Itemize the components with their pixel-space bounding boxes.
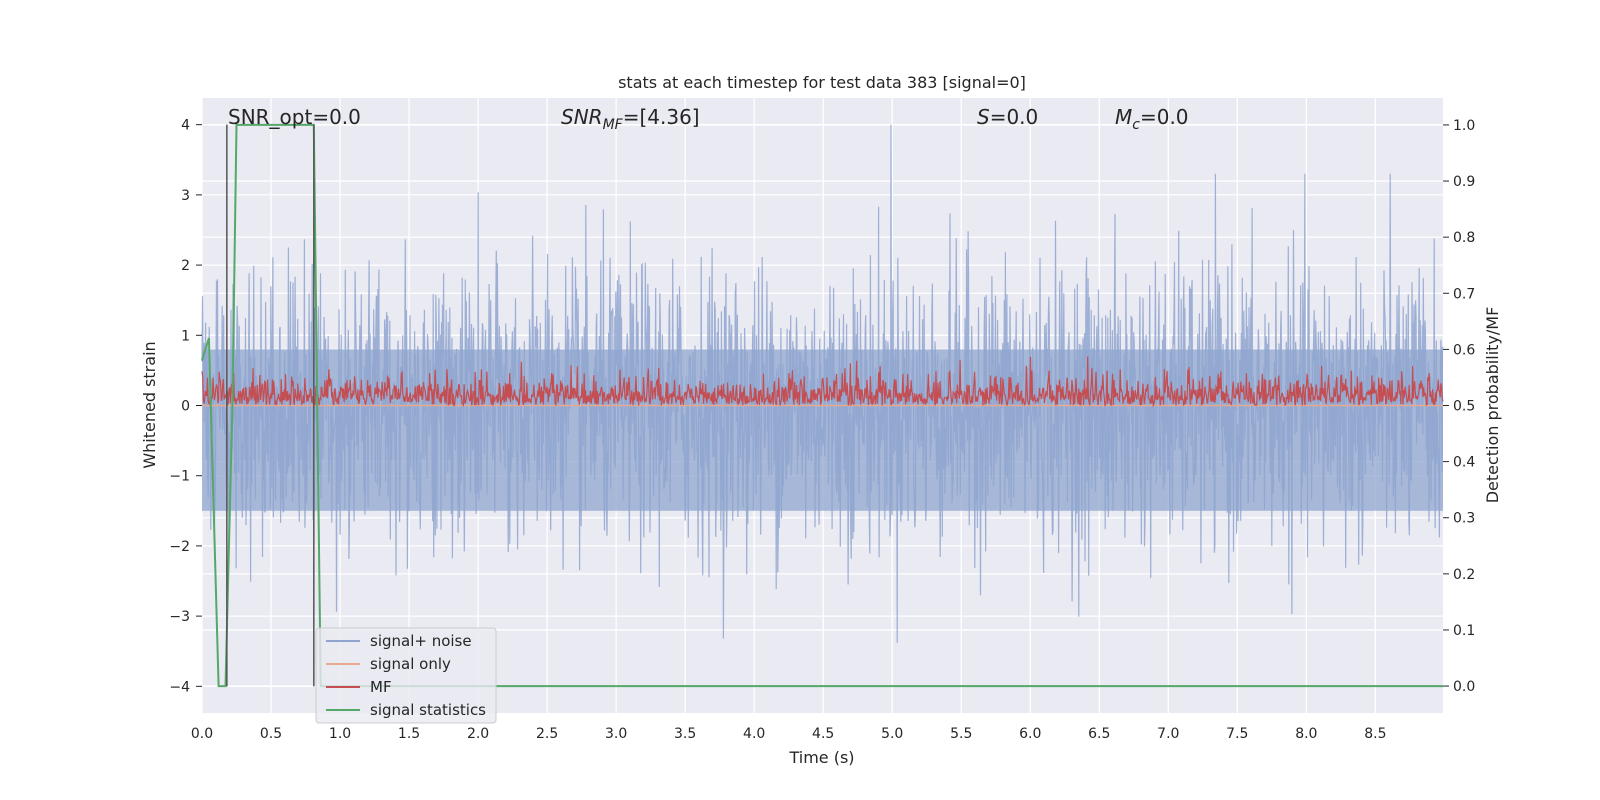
y-tick-label-right: 0.9	[1453, 174, 1475, 190]
x-tick-label: 1.0	[329, 726, 351, 742]
y-axis-label-left: Whitened strain	[140, 341, 159, 468]
annotation-mc: Mc=0.0	[1115, 105, 1189, 133]
y-tick-label-left: 3	[181, 188, 190, 204]
y-tick-label-right: 0.5	[1453, 399, 1475, 415]
legend-label-mf: MF	[370, 678, 392, 696]
series-signal-statistics	[201, 123, 1443, 688]
y-axis-label-right: Detection probability/MF	[1483, 307, 1502, 504]
x-tick-label: 3.0	[605, 726, 627, 742]
y-tick-label-right: 1.0	[1453, 118, 1475, 134]
x-tick-label: 7.0	[1157, 726, 1179, 742]
x-tick-label: 8.5	[1364, 726, 1386, 742]
y-tick-label-right: 0.0	[1453, 679, 1475, 695]
y-tick-label-right: 0.7	[1453, 286, 1475, 302]
y-tick-label-left: 0	[181, 399, 190, 415]
y-tick-label-right: 0.6	[1453, 342, 1475, 358]
y-ticks-right: 0.0 0.1 0.2 0.3 0.4 0.5 0.6 0.7 0.8 0.9 1.0	[1443, 118, 1475, 695]
y-tick-label-left: 2	[181, 258, 190, 274]
annotation-snr-mf: SNRMF=[4.36]	[561, 105, 700, 133]
y-tick-label-left: −4	[169, 679, 190, 695]
x-tick-label: 0.0	[191, 726, 213, 742]
annotation-snr-opt: SNR_opt=0.0	[228, 105, 361, 129]
x-tick-label: 6.5	[1088, 726, 1110, 742]
y-tick-label-left: −1	[169, 469, 190, 485]
legend: signal+ noise signal only MF signal stat…	[315, 627, 497, 724]
legend-label-signal-only: signal only	[370, 655, 451, 673]
y-tick-label-right: 0.2	[1453, 567, 1475, 583]
annotation-s: S=0.0	[977, 105, 1038, 129]
x-tick-label: 3.5	[674, 726, 696, 742]
chart-title: stats at each timestep for test data 383…	[618, 73, 1026, 92]
legend-box	[315, 627, 497, 724]
y-ticks-left: −4 −3 −2 −1 0 1 2 3 4	[169, 118, 202, 695]
y-tick-label-right: 0.4	[1453, 455, 1475, 471]
y-tick-label-left: 1	[181, 328, 190, 344]
series-signal-plus-noise-core	[202, 349, 1443, 511]
x-tick-label: 7.5	[1226, 726, 1248, 742]
y-tick-label-left: −3	[169, 609, 190, 625]
series-layer	[201, 123, 1444, 688]
series-mf	[201, 356, 1444, 408]
x-tick-label: 4.5	[812, 726, 834, 742]
x-tick-label: 1.5	[398, 726, 420, 742]
x-tick-label: 8.0	[1295, 726, 1317, 742]
x-tick-label: 2.5	[536, 726, 558, 742]
x-tick-label: 0.5	[260, 726, 282, 742]
y-tick-label-left: 4	[181, 118, 190, 134]
y-tick-label-right: 0.3	[1453, 511, 1475, 527]
x-ticks: 0.0 0.5 1.0 1.5 2.0 2.5 3.0 3.5 4.0 4.5 5.0 5.5 6.0 6…	[191, 726, 1387, 742]
y-tick-label-right: 0.1	[1453, 623, 1475, 639]
x-tick-label: 6.0	[1019, 726, 1041, 742]
x-tick-label: 4.0	[743, 726, 765, 742]
x-tick-label: 5.5	[950, 726, 972, 742]
x-tick-label: 5.0	[881, 726, 903, 742]
legend-label-signal-statistics: signal statistics	[370, 701, 486, 719]
x-axis-label: Time (s)	[788, 748, 854, 767]
x-tick-label: 2.0	[467, 726, 489, 742]
legend-label-signal-noise: signal+ noise	[370, 632, 472, 650]
y-tick-label-right: 0.8	[1453, 230, 1475, 246]
vertical-markers	[226, 124, 315, 687]
y-tick-label-left: −2	[169, 539, 190, 555]
